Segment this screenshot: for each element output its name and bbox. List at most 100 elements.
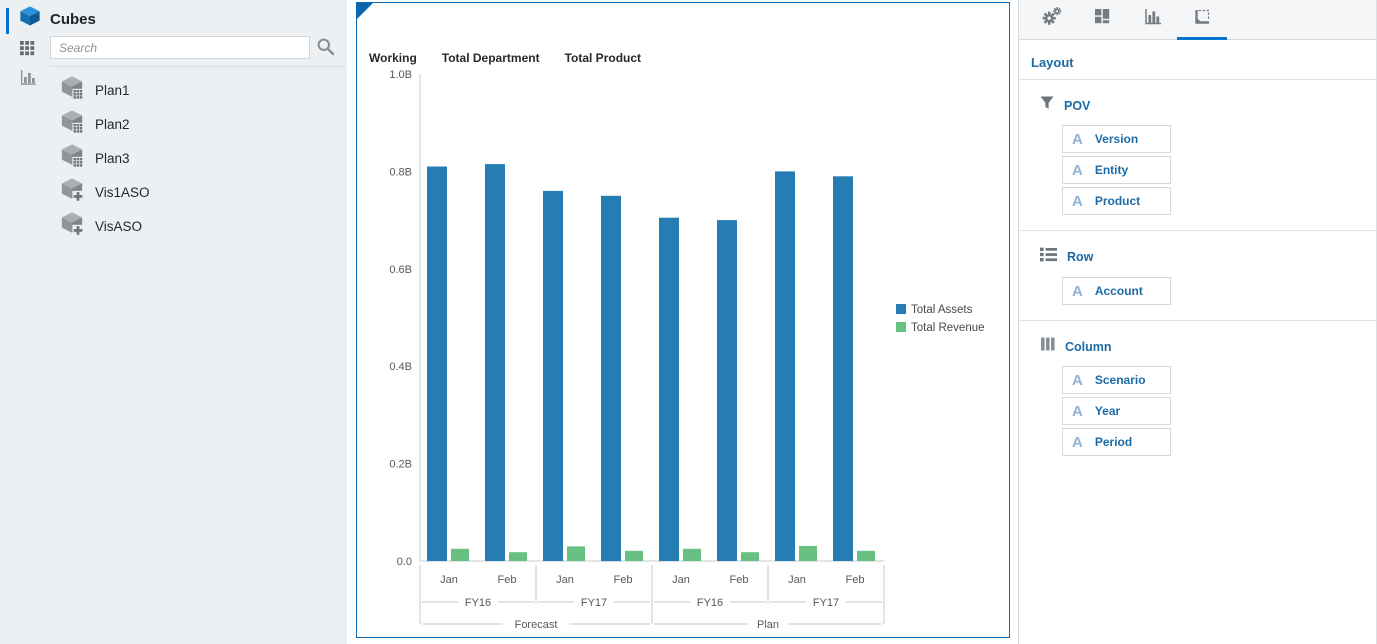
panel-tab-strip [1019,0,1376,40]
dimension-chip-year[interactable]: A Year [1062,397,1171,425]
dimension-chip-version[interactable]: A Version [1062,125,1171,153]
section-name: POV [1064,98,1091,113]
cube-item-vis1aso[interactable]: Vis1ASO [50,175,347,209]
total-assets-bar[interactable] [775,171,795,561]
section-header: Column [1019,336,1376,357]
search-icon[interactable] [315,37,335,57]
pov-member-total-product[interactable]: Total Product [564,51,642,65]
panel-tab-gears[interactable] [1027,0,1077,40]
x-period-label: Jan [672,574,690,586]
x-scenario-label: Plan [757,619,779,631]
dimension-a-icon: A [1072,130,1083,148]
cube-item-visaso[interactable]: VisASO [50,209,347,243]
dimension-chip-scenario[interactable]: A Scenario [1062,366,1171,394]
layout-section-column: Column A Scenario A Year A Period [1019,321,1376,471]
tiles-icon [1092,6,1112,31]
dimension-label: Product [1094,194,1141,208]
cube-item-label: VisASO [95,218,143,234]
total-assets-bar[interactable] [833,176,853,562]
legend-swatch-total-revenue[interactable] [896,322,906,332]
dimension-label: Entity [1094,163,1129,177]
pov-member-total-department[interactable]: Total Department [441,51,540,65]
y-tick-label: 0.2B [389,459,412,471]
dimension-a-icon: A [1072,161,1083,179]
section-header: POV [1019,95,1376,116]
pov-member-working[interactable]: Working [369,51,417,65]
bar-chart: 1.0B 0.8B 0.6B 0.4B 0.2B 0.0 Jan Feb Jan Feb Jan Fe… [357,3,1009,637]
total-assets-bar[interactable] [485,164,505,561]
cube-icon[interactable] [19,5,41,27]
layout-sections: POV A Version A Entity A Product Row A A… [1019,80,1376,471]
x-year-label: FY16 [465,597,491,609]
panel-tab-layout[interactable] [1177,0,1227,40]
total-revenue-bar[interactable] [451,548,469,561]
bar-chart-icon [1142,6,1163,32]
total-assets-bar[interactable] [427,166,447,562]
total-assets-bar[interactable] [717,220,737,561]
x-year-label: FY16 [697,597,723,609]
funnel-icon [1039,95,1055,116]
panel-tab-bar-chart[interactable] [1127,0,1177,40]
total-assets-bar[interactable] [601,195,621,562]
dimension-a-icon: A [1072,192,1083,210]
panel-tab-tiles[interactable] [1077,0,1127,40]
x-period-label: Feb [498,574,517,586]
selected-corner-marker [357,3,373,19]
section-name: Column [1065,339,1112,354]
dimension-chip-entity[interactable]: A Entity [1062,156,1171,184]
grid-view-icon[interactable] [20,41,36,57]
cube-plus-icon [60,176,84,208]
total-revenue-bar[interactable] [799,545,817,561]
y-tick-label: 0.8B [389,166,412,178]
legend-swatch-total-assets[interactable] [896,304,906,314]
dimension-a-icon: A [1072,282,1083,300]
dimension-a-icon: A [1072,402,1083,420]
cube-plus-icon [60,210,84,242]
x-year-label: FY17 [581,597,607,609]
divider [50,66,345,67]
layout-panel: Layout POV A Version A Entity A Product [1018,0,1377,644]
section-header: Row [1019,246,1376,268]
total-revenue-bar[interactable] [509,552,527,561]
dimension-chip-account[interactable]: A Account [1062,277,1171,305]
layout-icon [1192,6,1213,32]
total-revenue-bar[interactable] [625,550,643,561]
chart-view-icon[interactable] [20,69,36,85]
cube-item-plan1[interactable]: Plan1 [50,73,347,107]
cube-grid-icon [60,108,84,140]
dimension-chip-period[interactable]: A Period [1062,428,1171,456]
total-revenue-bar[interactable] [857,550,875,561]
cube-item-label: Plan2 [95,116,130,132]
cube-item-label: Plan1 [95,82,130,98]
cube-item-plan2[interactable]: Plan2 [50,107,347,141]
columns-icon [1039,336,1056,357]
total-revenue-bar[interactable] [683,548,701,561]
total-revenue-bar[interactable] [567,546,585,561]
x-period-label: Feb [846,574,865,586]
x-period-label: Feb [614,574,633,586]
legend-label: Total Revenue [911,322,985,334]
total-assets-bar[interactable] [659,217,679,561]
x-period-label: Jan [440,574,458,586]
cube-grid-icon [60,142,84,174]
chip-list: A Scenario A Year A Period [1019,366,1376,456]
rows-icon [1039,246,1058,268]
cube-item-label: Vis1ASO [95,184,150,200]
total-assets-bar[interactable] [543,190,563,561]
cube-list: Plan1 Plan2 Plan3 [50,73,347,243]
total-revenue-bar[interactable] [741,552,759,561]
layout-section-row: Row A Account [1019,231,1376,321]
dimension-label: Version [1094,132,1139,146]
dimension-label: Account [1094,284,1143,298]
x-period-label: Jan [788,574,806,586]
dimension-a-icon: A [1072,371,1083,389]
chip-list: A Version A Entity A Product [1019,125,1376,215]
search-input[interactable] [50,36,310,59]
cube-item-plan3[interactable]: Plan3 [50,141,347,175]
dimension-chip-product[interactable]: A Product [1062,187,1171,215]
chip-list: A Account [1019,277,1376,305]
y-tick-label: 0.0 [397,556,412,568]
layout-panel-title: Layout [1019,40,1376,80]
layout-section-pov: POV A Version A Entity A Product [1019,80,1376,231]
